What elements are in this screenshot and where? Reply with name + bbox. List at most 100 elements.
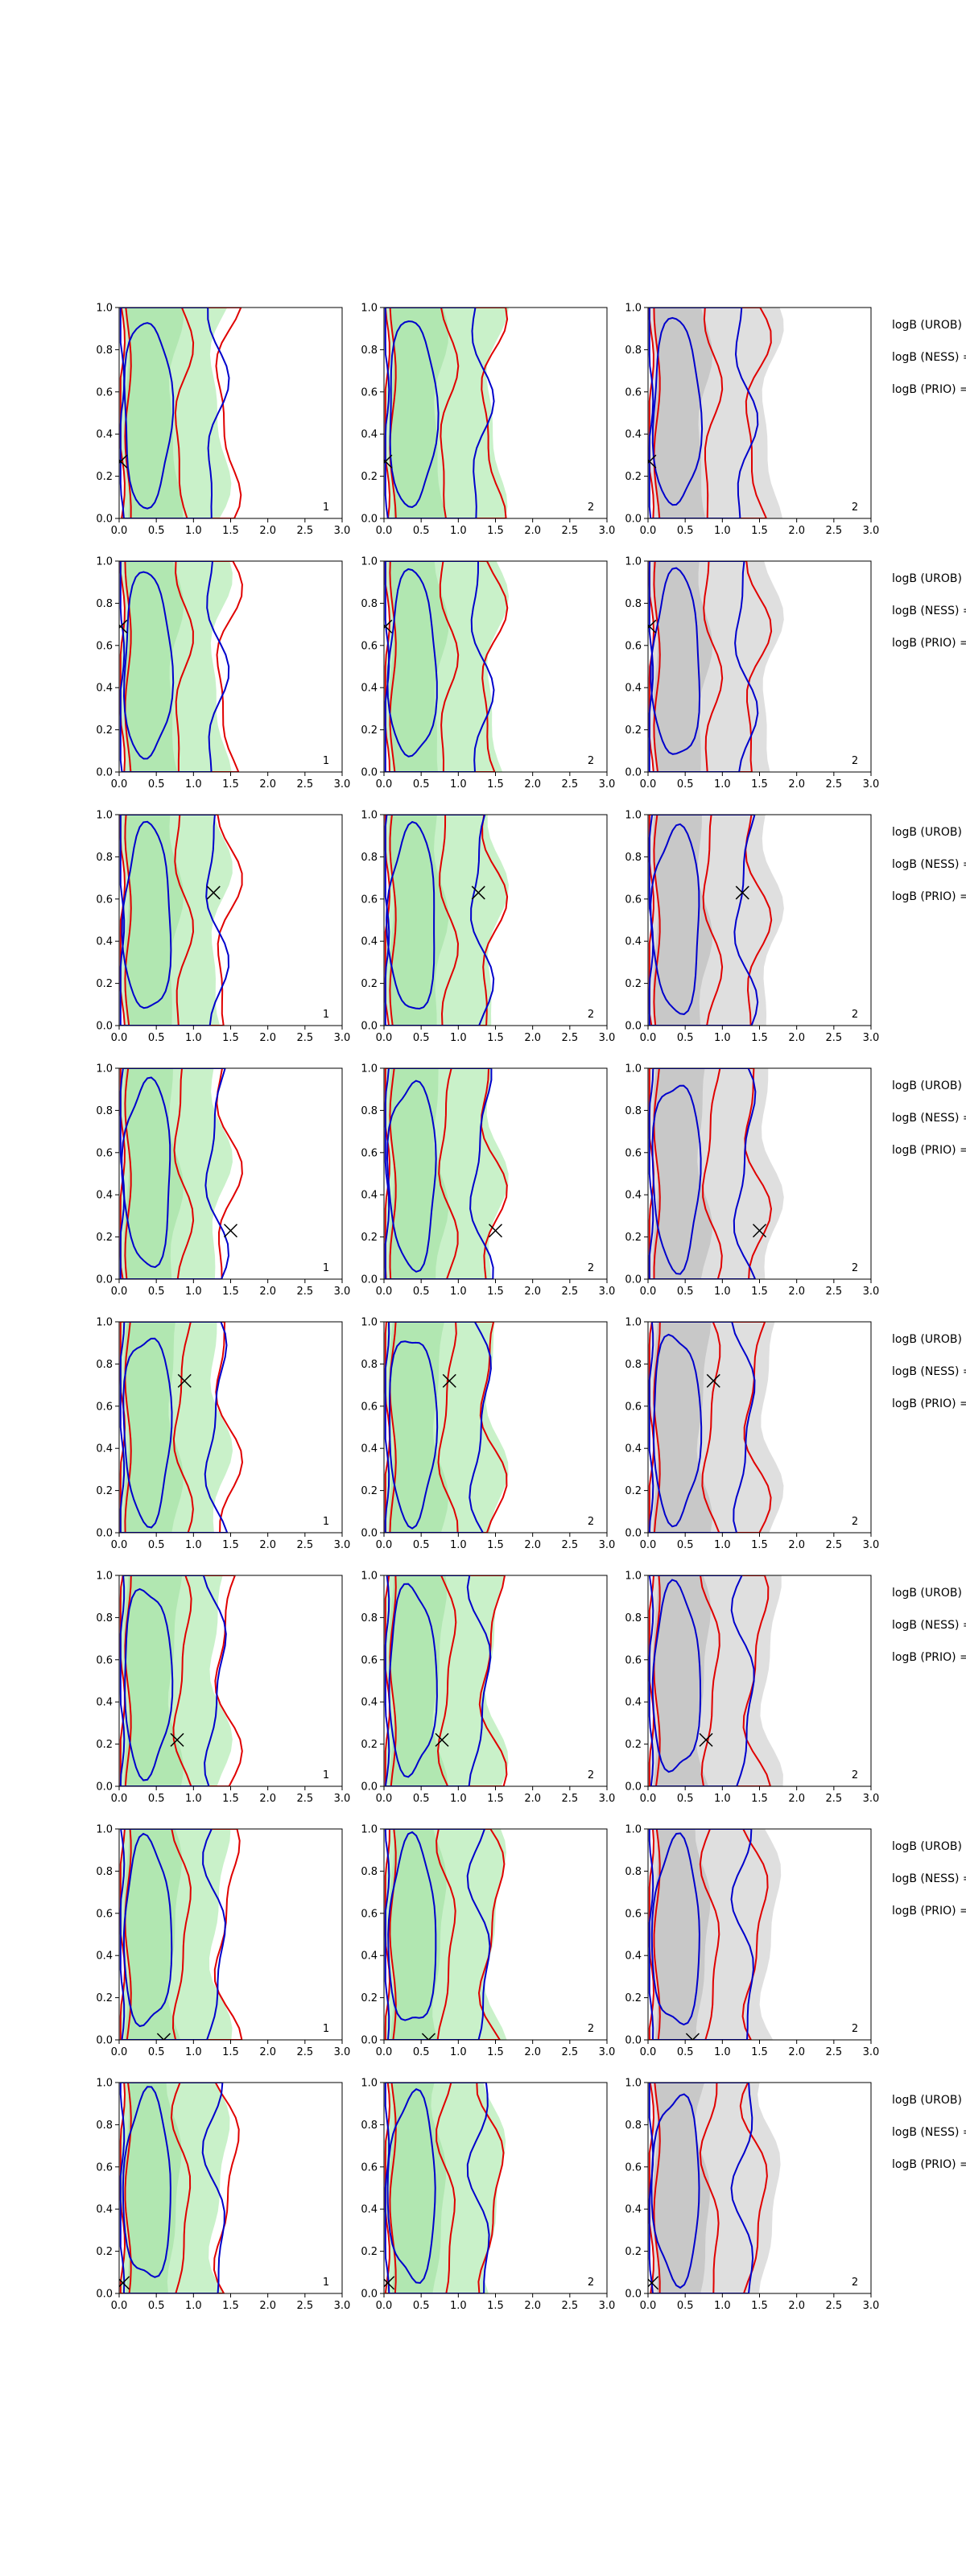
panel-content: [384, 1322, 509, 1533]
x-tick-label: 2.0: [259, 778, 276, 791]
panel-content: [119, 2083, 240, 2293]
y-tick-label: 1.0: [625, 1571, 642, 1583]
x-tick-label: 2.0: [259, 2046, 276, 2058]
true-value-marker: [421, 2033, 436, 2040]
y-tick-label: 0.4: [361, 936, 378, 948]
x-tick-label: 2.0: [259, 1032, 276, 1044]
y-tick-label: 0.8: [96, 598, 113, 610]
y-tick-label: 0.6: [625, 894, 642, 906]
red-outer-contour: [384, 1322, 508, 1533]
panel-content: [384, 1575, 509, 1786]
blue-inner-contour: [650, 2093, 700, 2289]
x-tick-label: 1.5: [487, 778, 504, 791]
panel-content: [648, 1575, 783, 1786]
inner-density-region: [653, 1575, 712, 1786]
true-value-marker: [471, 886, 485, 900]
inner-density-region: [389, 1322, 449, 1533]
y-tick-label: 0.2: [361, 471, 378, 483]
y-tick-label: 1.0: [625, 2078, 642, 2090]
red-inner-contour: [653, 1068, 723, 1279]
blue-outer-contour: [119, 1322, 229, 1533]
side-label: logB (UROB) =: [892, 572, 966, 585]
red-inner-contour: [653, 815, 724, 1026]
y-tick-label: 0.6: [96, 894, 113, 906]
side-label: logB (UROB) =: [892, 1840, 966, 1853]
panel-r8-c2: 0.0 0.5 1.0 1.5 2.0 2.5 3.0 0.0 0.2 0.4 0.6 0.8 1.0 2: [361, 2078, 615, 2313]
blue-inner-contour: [385, 820, 436, 1010]
x-tick-label: 0.0: [376, 1032, 393, 1044]
side-label: logB (UROB) =: [892, 1587, 966, 1600]
panel-r7-c3: 0.0 0.5 1.0 1.5 2.0 2.5 3.0 0.0 0.2 0.4 0.6 0.8 1.0 2: [625, 1824, 879, 2059]
x-tick-label: 2.0: [259, 2300, 276, 2312]
red-inner-contour: [389, 561, 460, 772]
panel-corner-label: 1: [323, 755, 329, 767]
red-outer-contour: [119, 1322, 244, 1533]
panel-content: [384, 2083, 506, 2293]
y-tick-label: 0.8: [96, 2120, 113, 2132]
y-tick-label: 1.0: [96, 303, 113, 315]
red-outer-contour: [648, 1575, 772, 1786]
x-tick-label: 2.5: [296, 525, 313, 537]
x-tick-label: 3.0: [863, 778, 880, 791]
x-tick-label: 1.0: [185, 778, 202, 791]
blue-inner-contour: [122, 1832, 173, 2028]
panel-r8-c3: 0.0 0.5 1.0 1.5 2.0 2.5 3.0 0.0 0.2 0.4 0.6 0.8 1.0 2: [625, 2078, 879, 2313]
x-tick-label: 1.0: [185, 1539, 202, 1551]
side-label: logB (NESS) =: [892, 858, 966, 871]
y-tick-label: 0.0: [361, 1781, 378, 1794]
x-tick-label: 1.0: [714, 1286, 731, 1298]
y-tick-label: 0.0: [625, 514, 642, 526]
x-tick-label: 3.0: [863, 2300, 880, 2312]
true-value-marker: [384, 2276, 395, 2290]
y-tick-label: 0.8: [361, 1866, 378, 1878]
panel-r7-c2: 0.0 0.5 1.0 1.5 2.0 2.5 3.0 0.0 0.2 0.4 0.6 0.8 1.0 2: [361, 1824, 615, 2059]
inner-density-region: [389, 308, 449, 518]
x-tick-label: 2.5: [825, 2300, 842, 2312]
blue-outer-contour: [384, 561, 495, 772]
y-tick-label: 0.8: [625, 1866, 642, 1878]
true-value-marker: [206, 886, 221, 900]
y-tick-label: 0.0: [625, 1274, 642, 1286]
y-tick-label: 1.0: [361, 1571, 378, 1583]
y-tick-label: 0.8: [625, 1359, 642, 1371]
x-tick-label: 0.0: [640, 2300, 657, 2312]
x-tick-label: 2.5: [825, 1032, 842, 1044]
y-tick-label: 0.2: [96, 1232, 113, 1244]
y-tick-label: 0.8: [625, 2120, 642, 2132]
red-outer-contour: [119, 308, 242, 518]
x-tick-label: 0.0: [111, 2300, 128, 2312]
y-tick-label: 1.0: [625, 810, 642, 822]
x-tick-label: 3.0: [334, 1539, 351, 1551]
x-tick-label: 1.5: [222, 525, 239, 537]
blue-inner-contour: [123, 322, 175, 510]
panel-corner-label: 2: [852, 1009, 858, 1021]
side-label: logB (PRIO) =: [892, 637, 966, 650]
y-tick-label: 0.2: [625, 978, 642, 990]
x-tick-label: 1.0: [185, 1286, 202, 1298]
x-tick-label: 1.5: [487, 2046, 504, 2058]
panel-content: [648, 1068, 784, 1279]
panel-corner-label: 1: [323, 502, 329, 514]
x-tick-label: 1.5: [751, 778, 768, 791]
side-label: logB (NESS) =: [892, 1112, 966, 1125]
red-inner-contour: [389, 1575, 457, 1786]
x-tick-label: 1.5: [487, 1793, 504, 1805]
red-outer-contour: [119, 2083, 240, 2293]
x-tick-label: 3.0: [334, 1286, 351, 1298]
x-tick-label: 0.5: [413, 2300, 430, 2312]
true-value-marker: [648, 2276, 659, 2290]
panel-r3-c3: 0.0 0.5 1.0 1.5 2.0 2.5 3.0 0.0 0.2 0.4 0.6 0.8 1.0 2: [625, 810, 879, 1045]
panel-r7-c1: 0.0 0.5 1.0 1.5 2.0 2.5 3.0 0.0 0.2 0.4 0.6 0.8 1.0 1: [96, 1824, 350, 2059]
side-label: logB (UROB) =: [892, 1080, 966, 1092]
y-tick-label: 0.2: [361, 978, 378, 990]
y-tick-label: 0.2: [625, 2246, 642, 2258]
x-tick-label: 1.5: [487, 525, 504, 537]
blue-outer-contour: [119, 2083, 225, 2293]
x-tick-label: 1.0: [450, 2300, 467, 2312]
y-tick-label: 0.6: [625, 1401, 642, 1413]
y-tick-label: 0.8: [96, 852, 113, 864]
x-tick-label: 0.5: [148, 1793, 165, 1805]
y-tick-label: 0.4: [361, 1190, 378, 1202]
x-tick-label: 0.0: [376, 778, 393, 791]
